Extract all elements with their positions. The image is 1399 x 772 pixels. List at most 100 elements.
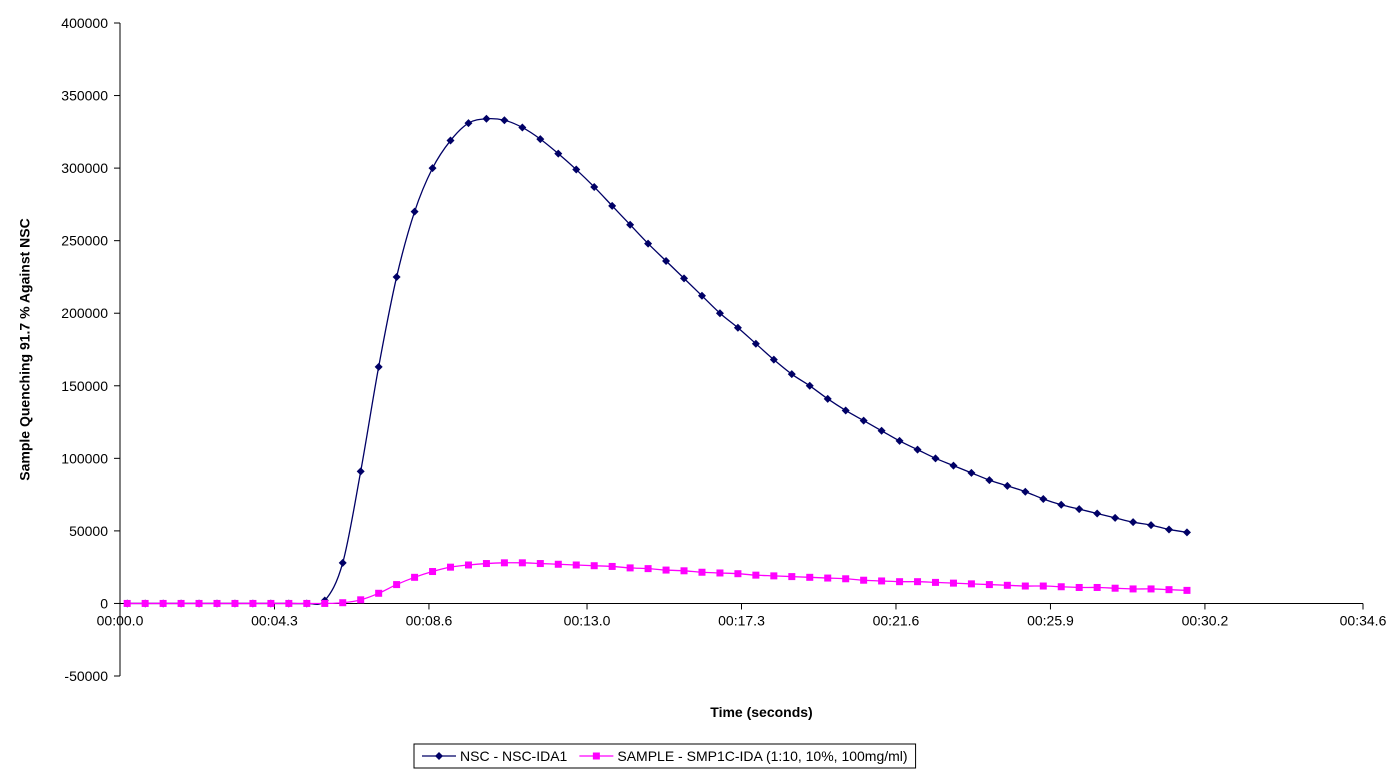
data-point [698,568,706,576]
data-point [1147,521,1156,530]
data-point [913,445,922,454]
data-point [859,416,868,425]
data-point [428,164,437,173]
data-point [1111,584,1119,592]
legend-label: NSC - NSC-IDA1 [460,748,568,764]
data-point [895,436,904,445]
data-point [734,570,742,578]
y-tick-label: -50000 [64,668,108,684]
legend-swatch-marker [592,752,600,760]
data-point [662,566,670,574]
data-point [644,239,653,248]
data-point [374,362,383,371]
data-point [446,136,455,145]
x-tick-label: 00:34.6 [1340,612,1387,628]
data-point [1075,583,1083,591]
data-point [410,207,419,216]
data-point [1165,525,1174,534]
data-point [1039,494,1048,503]
y-tick-label: 350000 [61,88,108,104]
legend-entry-2: SAMPLE - SMP1C-IDA (1:10, 10%, 100mg/ml) [579,748,908,764]
data-point [1021,582,1029,590]
data-point [626,220,635,229]
data-point [1129,585,1137,593]
legend-swatch-marker [435,752,443,760]
x-tick-label: 00:04.3 [251,612,298,628]
data-point [806,573,814,581]
data-point [141,599,149,607]
data-point [967,580,975,588]
data-point [1075,505,1084,514]
data-point [1093,509,1102,518]
data-point [1182,528,1191,537]
series-2 [123,559,1191,607]
x-tick-label: 00:00.0 [97,612,144,628]
data-point [429,568,437,576]
x-tick-label: 00:30.2 [1182,612,1229,628]
data-point [464,561,472,569]
y-tick-label: 200000 [61,305,108,321]
data-point [500,116,509,125]
data-point [554,560,562,568]
series-layer [123,114,1191,608]
data-point [536,135,545,144]
data-point [949,461,958,470]
data-point [285,599,293,607]
data-point [877,426,886,435]
data-point [949,579,957,587]
data-point [752,571,760,579]
legend: NSC - NSC-IDA1 SAMPLE - SMP1C-IDA (1:10, … [413,743,917,769]
data-point [159,599,167,607]
data-point [985,476,994,485]
data-point [1129,518,1138,527]
data-point [1039,582,1047,590]
x-tick-label: 00:25.9 [1027,612,1074,628]
data-point [536,560,544,568]
data-point [716,569,724,577]
data-point [249,599,257,607]
data-point [195,599,203,607]
data-point [1183,586,1191,594]
data-point [1111,513,1120,522]
data-point [626,564,634,572]
data-point [321,599,329,607]
series-line [127,117,1188,606]
data-point [518,559,526,567]
data-point [751,339,760,348]
x-tick-label: 00:17.3 [718,612,765,628]
legend-box [413,743,917,769]
data-point [572,561,580,569]
data-point [357,596,365,604]
data-point [339,599,347,607]
data-point [662,256,671,265]
y-tick-label: 300000 [61,160,108,176]
data-point [608,201,617,210]
data-point [213,599,221,607]
y-tick-label: 0 [100,595,108,611]
data-point [447,563,455,571]
data-point [356,467,365,476]
data-point [931,454,940,463]
x-axis-title: Time (seconds) [710,704,812,720]
data-point [788,573,796,581]
data-point [464,119,473,128]
data-point [572,165,581,174]
data-point [267,599,275,607]
data-point [411,573,419,581]
data-point [1003,481,1012,490]
y-tick-label: 50000 [69,523,108,539]
data-point [482,560,490,568]
data-point [303,599,311,607]
data-point [823,394,832,403]
y-tick-label: 250000 [61,233,108,249]
data-point [733,323,742,332]
y-axis-title: Sample Quenching 91.7 % Against NSC [17,218,33,480]
data-point [123,599,131,607]
data-point [967,468,976,477]
data-point [715,309,724,318]
data-point [1093,583,1101,591]
data-point [931,578,939,586]
data-point [841,406,850,415]
data-point [608,562,616,570]
data-point [680,274,689,283]
